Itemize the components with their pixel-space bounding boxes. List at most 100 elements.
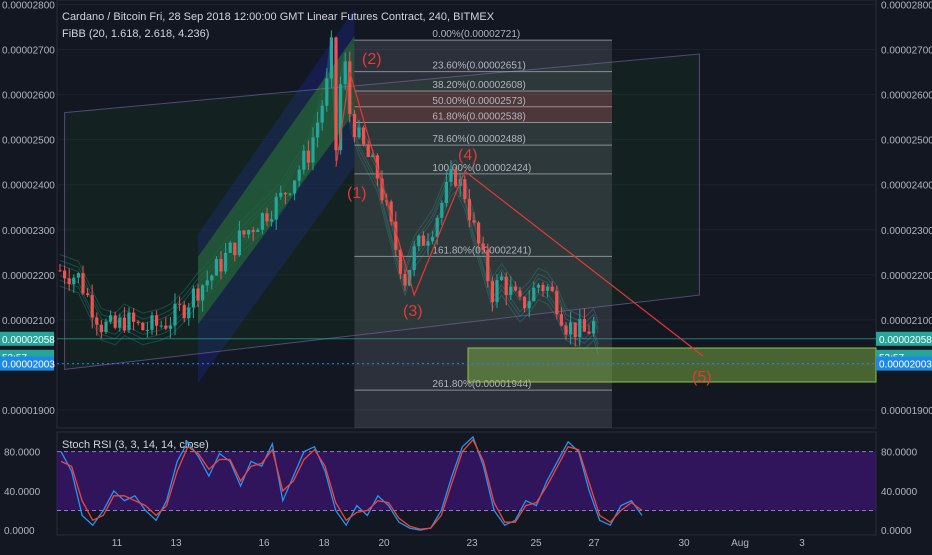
- candle-body: [486, 249, 490, 282]
- candle-body: [191, 288, 195, 308]
- candle-body: [550, 286, 554, 292]
- candle-body: [467, 199, 471, 221]
- candle-body: [145, 329, 149, 331]
- candle-body: [564, 325, 568, 335]
- price-tick-label: 0.00001900: [2, 406, 55, 417]
- stoch-band: [57, 451, 876, 511]
- candle-body: [463, 179, 467, 200]
- candle-body: [58, 270, 62, 272]
- stoch-tick-label: 40.0000: [4, 487, 41, 498]
- time-tick-label: 16: [258, 538, 270, 549]
- time-tick-label: 27: [588, 538, 600, 549]
- price-tick-label: 0.00002500: [881, 136, 932, 147]
- candle-body: [256, 229, 260, 232]
- candle-body: [329, 37, 333, 79]
- candle-body: [72, 277, 76, 285]
- price-tag-text: 0.00002003: [2, 360, 55, 371]
- candle-body: [431, 236, 435, 242]
- time-tick-label: 18: [318, 538, 330, 549]
- fib-level-label: 100.00%(0.00002424): [432, 163, 531, 174]
- candle-body: [495, 280, 499, 303]
- candle-body: [311, 137, 315, 163]
- candle-body: [555, 291, 559, 315]
- fib-level-label: 161.80%(0.00002241): [432, 245, 531, 256]
- candle-body: [546, 286, 550, 291]
- price-gridlines: [57, 4, 876, 411]
- candle-body: [380, 178, 384, 201]
- stoch-tick-label: 80.0000: [4, 448, 41, 459]
- candle-body: [201, 285, 205, 301]
- candle-body: [99, 324, 103, 333]
- candle-body: [118, 317, 122, 328]
- price-tag-text: 0.00002003: [879, 360, 932, 371]
- fib-level-label: 50.00%(0.00002573): [432, 96, 525, 107]
- candle-body: [472, 220, 476, 223]
- candle-body: [122, 317, 126, 331]
- candle-body: [527, 301, 531, 309]
- fibb-indicator-label: FiBB (20, 1.618, 2.618, 4.236): [62, 28, 210, 40]
- candle-body: [398, 249, 402, 274]
- price-tick-label: 0.00001900: [881, 406, 932, 417]
- candle-body: [86, 293, 90, 296]
- candle-body: [362, 127, 366, 145]
- candle-body: [412, 246, 416, 271]
- time-tick-label: 3: [799, 538, 805, 549]
- candle-body: [536, 284, 540, 288]
- price-tick-label: 0.00002400: [881, 181, 932, 192]
- time-tick-label: 13: [170, 538, 182, 549]
- stoch-tick-label: 80.0000: [881, 448, 918, 459]
- candle-body: [325, 78, 329, 106]
- fib-level-label: 0.00%(0.00002721): [432, 29, 520, 40]
- candle-body: [247, 230, 251, 235]
- price-tick-label: 0.00002300: [881, 226, 932, 237]
- time-tick-label: Aug: [731, 538, 749, 549]
- candle-body: [500, 276, 504, 281]
- time-tick-label: 23: [466, 538, 478, 549]
- wave-label: (4): [458, 147, 478, 164]
- candle-body: [293, 180, 297, 194]
- price-tick-label: 0.00002700: [881, 46, 932, 57]
- time-tick-label: 30: [678, 538, 690, 549]
- price-tag: [0, 331, 54, 346]
- candle-body: [196, 288, 200, 301]
- chart-title: Cardano / Bitcoin Fri, 28 Sep 2018 12:00…: [62, 11, 495, 23]
- price-tick-label: 0.00002200: [881, 271, 932, 282]
- candle-body: [389, 201, 393, 222]
- candle-body: [155, 315, 159, 326]
- price-tag-text: 0.00002058: [879, 335, 932, 346]
- candle-body: [219, 258, 223, 272]
- price-tick-label: 0.00002500: [2, 136, 55, 147]
- candle-body: [490, 281, 494, 303]
- candle-body: [592, 321, 596, 334]
- candle-body: [178, 303, 182, 305]
- candle-body: [343, 61, 347, 85]
- candle-body: [187, 307, 191, 319]
- wave-label: (1): [347, 185, 367, 202]
- candle-body: [242, 230, 246, 235]
- candle-body: [306, 150, 310, 163]
- candle-body: [334, 37, 338, 151]
- stoch-title: Stoch RSI (3, 3, 14, 14, close): [62, 439, 209, 451]
- stoch-series-k: [60, 435, 643, 531]
- fib-level-label: 78.60%(0.00002488): [432, 134, 525, 145]
- candle-body: [274, 196, 278, 220]
- time-tick-label: 11: [112, 538, 123, 549]
- candle-body: [288, 193, 292, 195]
- candle-body: [454, 169, 458, 186]
- candle-body: [532, 287, 536, 302]
- candle-body: [228, 242, 232, 253]
- price-tag: [0, 356, 54, 371]
- candle-body: [394, 221, 398, 250]
- candle-body: [348, 61, 352, 115]
- candle-body: [113, 315, 117, 328]
- candle-body: [417, 235, 421, 247]
- price-tag: [876, 331, 932, 346]
- time-tick-label: 25: [530, 538, 542, 549]
- candle-body: [168, 325, 172, 329]
- candle-body: [449, 169, 453, 182]
- candle-body: [481, 243, 485, 250]
- candle-body: [159, 325, 163, 327]
- fib-levels: 0.00%(0.00002721) 23.60%(0.00002651) 38.20…: [354, 29, 612, 391]
